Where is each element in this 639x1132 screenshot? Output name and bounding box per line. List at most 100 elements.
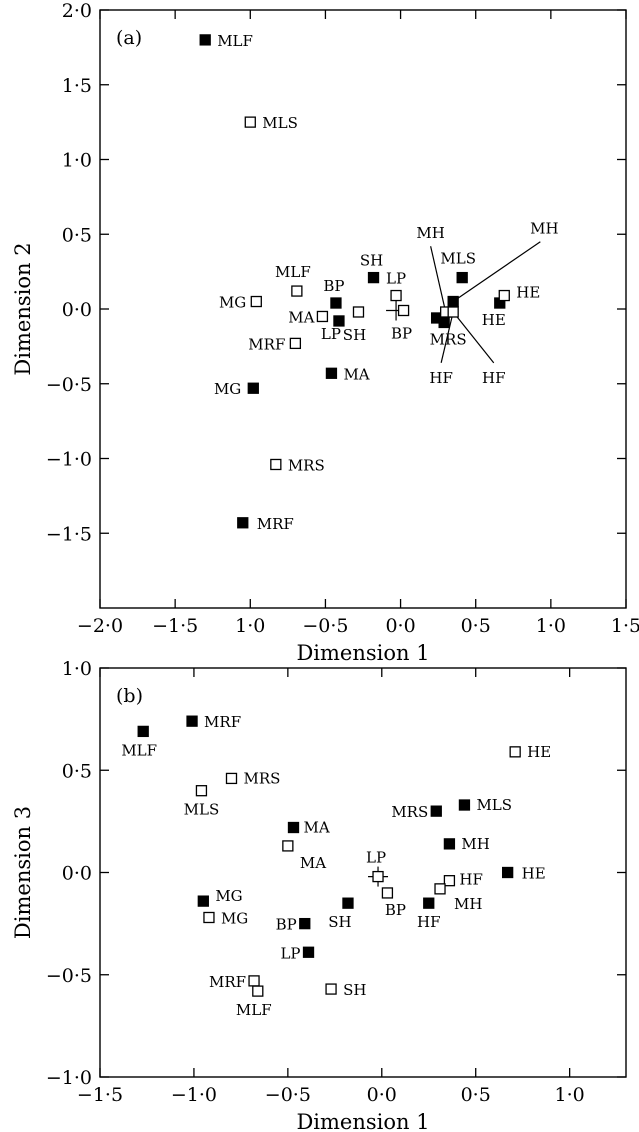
x-tick-label: 0·5 [461,615,491,637]
point-label: MLS [262,114,298,132]
point-label: MRF [257,515,294,533]
point-label: MLF [275,263,311,281]
point-label: HF [482,369,506,387]
x-tick-label: 0·0 [367,1084,397,1106]
x-tick-label: 1·0 [235,615,265,637]
y-tick-label: 1·0 [62,658,92,680]
filled-square-point [330,297,342,309]
point-label: BP [323,277,344,295]
open-square-point [381,887,394,899]
open-square-point [397,304,410,317]
point-label: HE [482,311,506,329]
point-label: HE [527,743,551,761]
point-label: HF [417,913,441,931]
point-label: HE [522,865,546,883]
point-label: LP [280,944,300,962]
point-label: LP [386,270,406,288]
y-tick-label: −0·5 [46,965,92,987]
point-label: BP [391,324,412,342]
point-label: HF [429,369,453,387]
leader-line [452,311,495,364]
open-square-point [248,975,260,987]
open-square-point [225,772,238,785]
open-square-point [352,306,365,318]
open-square-point [372,870,384,883]
y-tick-label: 0·5 [62,760,92,782]
x-tick-label: 1·0 [536,615,566,637]
x-tick-label: 0·5 [461,1084,491,1106]
open-square-point [250,295,262,308]
point-label: MG [221,909,248,927]
point-label: MH [454,895,482,913]
filled-square-point [186,715,198,727]
filled-square-point [456,271,468,284]
filled-square-point [199,34,211,46]
point-label: LP [321,325,341,343]
point-label: MLF [236,1001,272,1019]
point-label: MLF [217,32,253,50]
x-tick-label: −1·5 [77,1084,123,1106]
y-tick-label: −1·0 [46,449,92,471]
open-square-point [282,840,294,852]
y-tick-label: 0·5 [62,224,92,246]
filled-square-point [247,382,259,394]
point-label: SH [343,326,366,344]
open-square-point [316,310,329,323]
open-square-point [270,458,282,471]
panel-label: (a) [116,27,142,49]
filled-square-point [367,271,380,284]
point-label: LP [366,849,386,867]
open-square-point [498,289,510,302]
plot-frame-1 [99,667,627,1078]
point-label: MLS [440,250,476,268]
filled-square-point [302,946,315,958]
x-tick-label: 0·0 [385,615,415,637]
y-tick-label: −0·5 [46,374,92,396]
filled-square-point [443,838,456,850]
point-label: MRS [430,330,467,348]
point-label: MLS [184,801,220,819]
leader-line [452,241,541,303]
point-label: BP [385,901,406,919]
point-label: MA [300,854,326,872]
filled-square-point [430,805,442,817]
point-label: MA [303,819,329,837]
x-tick-label: 1·0 [555,1084,585,1106]
panel-label: (b) [116,685,143,707]
point-label: MRS [244,769,281,787]
filled-square-point [430,312,443,324]
point-label: MRF [248,335,285,353]
point-label: MH [416,224,444,242]
point-label: MG [219,294,246,312]
open-square-point [252,985,264,997]
filled-square-point [447,295,459,308]
open-square-point [325,983,337,995]
x-tick-label: −1·5 [152,615,198,637]
x-tick-label: 1·5 [611,615,639,637]
filled-square-point [197,895,209,907]
open-square-point [244,116,256,128]
point-label: SH [343,981,366,999]
x-axis-title: Dimension 1 [296,641,429,665]
open-square-point [443,875,456,887]
y-tick-label: −1·5 [46,523,92,545]
filled-square-point [423,897,435,909]
y-tick-label: 2·0 [62,0,92,22]
point-label: MRF [204,713,241,731]
point-label: BP [276,916,297,934]
point-label: MLS [476,796,512,814]
open-square-point [509,746,521,758]
x-axis-title: Dimension 1 [296,1110,429,1132]
open-square-point [289,337,302,350]
open-square-point [195,785,208,797]
point-label: MRS [288,456,325,474]
point-label: MLF [121,741,157,759]
x-tick-label: −1·0 [171,1084,217,1106]
y-axis-title: Dimension 2 [11,242,35,375]
open-square-point [447,306,459,318]
point-label: HE [516,284,540,302]
open-square-point [434,883,446,895]
filled-square-point [458,799,471,811]
y-tick-label: −1·0 [46,1067,92,1089]
